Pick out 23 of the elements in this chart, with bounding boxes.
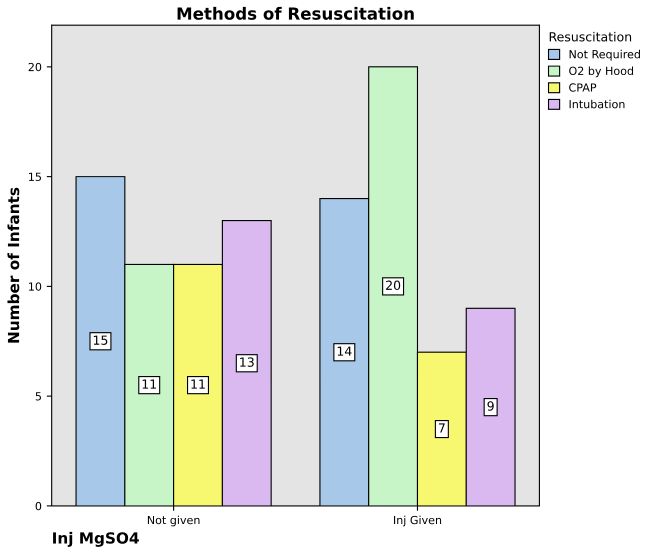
x-tick-label: Inj Given <box>394 516 442 526</box>
y-tick-label: 15 <box>29 172 41 181</box>
x-tick-label: Not given <box>148 516 200 526</box>
data-label: 13 <box>240 357 254 367</box>
data-label: 15 <box>94 336 108 345</box>
legend-label: CPAP <box>569 83 596 92</box>
data-label: 7 <box>438 423 445 433</box>
data-label: 11 <box>191 379 205 389</box>
legend-label: O2 by Hood <box>569 66 634 78</box>
legend-label: Intubation <box>570 100 624 108</box>
x-axis-title: Inj MgSO4 <box>53 532 139 547</box>
data-label: 11 <box>142 379 156 389</box>
data-label: 9 <box>487 401 494 411</box>
y-axis-title: Number of Infants <box>7 188 20 343</box>
y-tick-label: 20 <box>28 62 42 72</box>
data-label: 14 <box>338 346 352 356</box>
y-tick-label: 5 <box>36 392 41 401</box>
chart-title: Methods of Resuscitation <box>178 6 414 20</box>
y-tick-label: 0 <box>36 502 42 510</box>
data-label: 20 <box>386 280 400 290</box>
y-tick-label: 10 <box>29 282 42 291</box>
legend-title: Resuscitation <box>550 32 632 42</box>
legend-label: Not Required <box>570 50 640 61</box>
